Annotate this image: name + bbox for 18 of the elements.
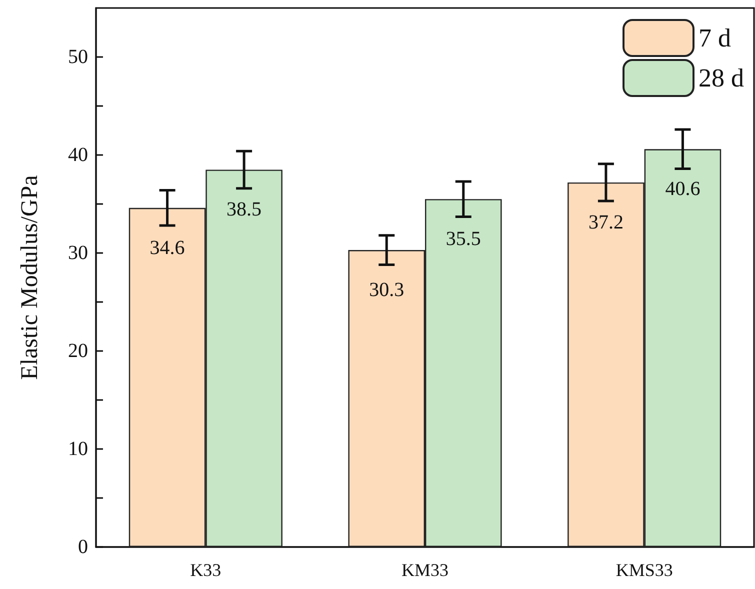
x-tick-label: KMS33 [616,560,673,580]
y-tick-label: 40 [68,144,88,166]
data-label: 38.5 [226,198,262,221]
data-label: 30.3 [369,279,404,302]
data-label: 40.6 [665,178,700,200]
y-axis-title: Elastic Modulus/GPa [17,174,43,380]
y-tick-label: 20 [68,340,88,362]
data-label: 37.2 [588,211,624,234]
legend-label: 28 d [698,64,744,92]
y-tick-label: 50 [68,46,88,68]
legend-label: 7 d [698,24,731,52]
y-tick-label: 10 [68,438,88,460]
data-label: 35.5 [446,228,481,250]
y-tick-label: 0 [78,536,88,558]
x-tick-label: KM33 [401,560,449,580]
y-tick-label: 30 [68,242,88,264]
data-label: 34.6 [150,236,185,259]
x-tick-label: K33 [190,560,222,580]
